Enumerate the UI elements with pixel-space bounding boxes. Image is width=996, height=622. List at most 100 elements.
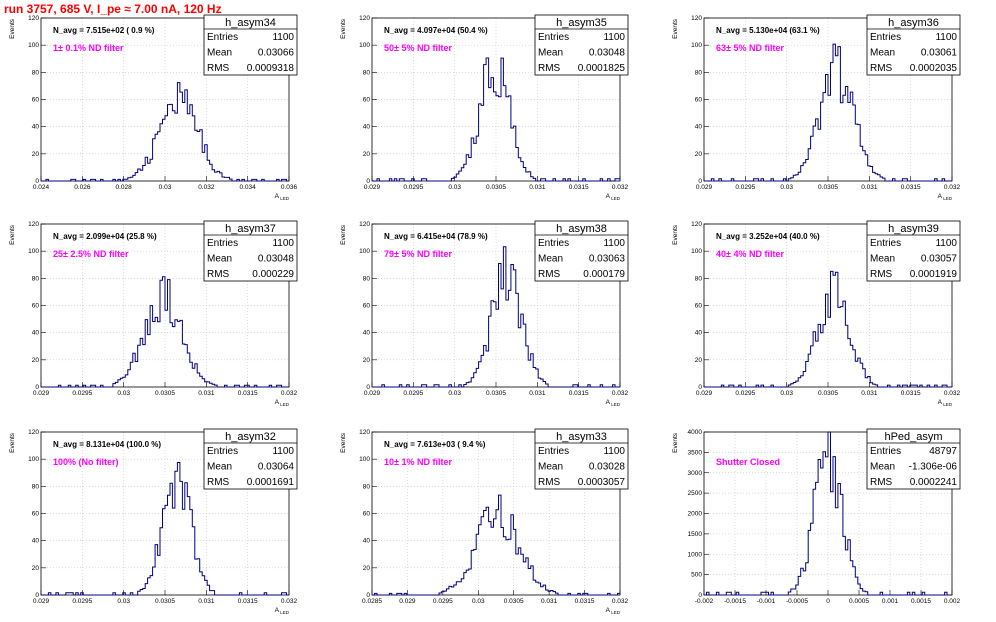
stats-entries-label: Entries — [870, 446, 901, 457]
stats-entries-label: Entries — [538, 238, 569, 249]
stats-box — [203, 428, 298, 490]
x-axis-label: A LED — [275, 607, 290, 615]
y-tick-label: 80 — [363, 275, 371, 282]
stats-name: h_asym34 — [225, 17, 276, 29]
histogram-line — [704, 43, 952, 182]
x-tick-label: 0.032 — [944, 390, 961, 397]
stats-entries-value: 1100 — [272, 446, 294, 457]
x-axis-label: A LED — [275, 193, 290, 201]
x-tick-label: 0.032 — [612, 598, 629, 605]
x-tick-label: 0.032 — [198, 184, 215, 191]
x-tick-label: 0.0315 — [238, 598, 258, 605]
x-tick-label: 0.0315 — [238, 390, 258, 397]
stats-box — [866, 14, 961, 76]
stats-mean-label: Mean — [870, 462, 895, 473]
stats-mean-label: Mean — [870, 48, 895, 59]
y-axis-label: Events — [340, 224, 347, 245]
x-tick-label: 0.031 — [198, 598, 215, 605]
stats-rms-value: 0.000179 — [583, 269, 625, 280]
stats-entries-label: Entries — [870, 32, 901, 43]
stats-rms-value: 0.0001825 — [578, 63, 626, 74]
stats-entries-value: 1100 — [935, 32, 957, 43]
stats-mean-label: Mean — [538, 48, 563, 59]
x-tick-label: 0.032 — [612, 390, 629, 397]
x-axis-label: A LED — [606, 193, 621, 201]
x-tick-label: -0.0015 — [724, 598, 746, 605]
histogram-panel-h_asym37: 0.029 0.0295 0.03 0.0305 0.031 0.0315 0.032 0 20… — [9, 220, 298, 407]
navg-label: N_avg = 6.415e+04 (78.9 %) — [384, 232, 488, 241]
stats-mean-label: Mean — [538, 462, 563, 473]
stats-rms-label: RMS — [207, 63, 230, 74]
stats-mean-label: Mean — [207, 254, 232, 265]
y-tick-label: 20 — [32, 151, 40, 158]
stats-rms-label: RMS — [538, 477, 561, 488]
x-tick-label: 0.029 — [33, 598, 50, 605]
histogram-panel-h_asym36: 0.029 0.0295 0.03 0.0305 0.031 0.0315 0.032 0 20… — [672, 14, 961, 201]
x-tick-label: 0.0015 — [911, 598, 931, 605]
y-tick-label: 0 — [35, 178, 39, 185]
histogram-panel-h_asym38: 0.029 0.0295 0.03 0.0305 0.031 0.0315 0.032 0 20… — [340, 220, 629, 407]
y-tick-label: 0 — [35, 384, 39, 391]
histogram-panel-h_asym33: 0.0285 0.029 0.0295 0.03 0.0305 0.031 0.0315 0.… — [340, 428, 629, 615]
x-tick-label: 0.0305 — [486, 390, 506, 397]
stats-name: h_asym39 — [888, 223, 939, 235]
navg-label: N_avg = 3.252e+04 (40.0 %) — [716, 232, 820, 241]
x-tick-label: 0.0295 — [403, 184, 423, 191]
y-tick-label: 60 — [32, 303, 40, 310]
y-tick-label: 80 — [32, 275, 40, 282]
x-tick-label: 0.0295 — [72, 598, 92, 605]
x-tick-label: 0.03 — [159, 184, 172, 191]
y-tick-label: 20 — [32, 565, 40, 572]
x-tick-label: 0.026 — [74, 184, 91, 191]
y-tick-label: 80 — [363, 69, 371, 76]
y-tick-label: 100 — [359, 456, 370, 463]
y-tick-label: 40 — [695, 330, 703, 337]
stats-rms-label: RMS — [207, 269, 230, 280]
y-tick-label: 100 — [691, 42, 702, 49]
stats-entries-value: 1100 — [603, 238, 625, 249]
x-tick-label: 0.0295 — [735, 184, 755, 191]
x-tick-label: 0.0315 — [901, 184, 921, 191]
stats-rms-value: 0.0002035 — [910, 63, 958, 74]
y-tick-label: 120 — [359, 15, 370, 22]
stats-rms-value: 0.0001919 — [910, 269, 958, 280]
histogram-line — [41, 82, 289, 182]
stats-name: hPed_asym — [884, 431, 942, 443]
y-tick-label: 0 — [366, 592, 370, 599]
stats-rms-label: RMS — [870, 477, 893, 488]
x-tick-label: 0.03 — [780, 390, 793, 397]
x-tick-label: 0.034 — [240, 184, 257, 191]
stats-mean-value: 0.03063 — [589, 254, 626, 265]
x-tick-label: 0.0315 — [901, 390, 921, 397]
x-tick-label: 0.002 — [944, 598, 961, 605]
filter-label: 25± 2.5% ND filter — [53, 249, 129, 259]
y-tick-label: 500 — [691, 572, 702, 579]
stats-mean-value: 0.03028 — [589, 462, 626, 473]
y-tick-label: 120 — [28, 221, 39, 228]
x-tick-label: 0.032 — [281, 598, 298, 605]
stats-entries-label: Entries — [207, 446, 238, 457]
x-axis-label: A LED — [938, 193, 953, 201]
y-tick-label: 0 — [366, 178, 370, 185]
filter-label: Shutter Closed — [716, 457, 780, 467]
stats-box — [866, 428, 961, 490]
canvas-title: run 3757, 685 V, I_pe ≈ 7.00 nA, 120 Hz — [4, 2, 222, 16]
y-tick-label: 100 — [28, 248, 39, 255]
y-tick-label: 120 — [691, 15, 702, 22]
x-tick-label: 0.03 — [780, 184, 793, 191]
stats-name: h_asym36 — [888, 17, 939, 29]
histogram-panel-h_asym39: 0.029 0.0295 0.03 0.0305 0.031 0.0315 0.032 0 20… — [672, 220, 961, 407]
x-tick-label: 0.0315 — [569, 184, 589, 191]
x-tick-label: 0 — [826, 598, 830, 605]
x-tick-label: 0.0305 — [818, 184, 838, 191]
x-tick-label: 0.03 — [448, 184, 461, 191]
x-tick-label: 0.0315 — [569, 390, 589, 397]
x-tick-label: 0.0285 — [362, 598, 382, 605]
y-axis-label: Events — [9, 224, 16, 245]
y-tick-label: 80 — [695, 69, 703, 76]
y-tick-label: 60 — [695, 303, 703, 310]
y-tick-label: 40 — [363, 124, 371, 131]
y-tick-label: 120 — [359, 429, 370, 436]
stats-entries-label: Entries — [207, 32, 238, 43]
y-tick-label: 60 — [695, 97, 703, 104]
